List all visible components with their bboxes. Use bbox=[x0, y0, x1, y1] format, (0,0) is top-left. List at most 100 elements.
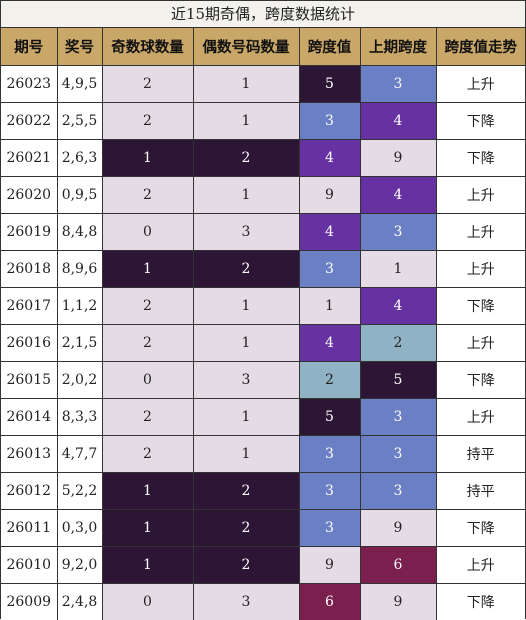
odd-count-cell: 1 bbox=[101, 138, 194, 177]
odd-count-cell: 2 bbox=[101, 286, 194, 325]
table-row: 26016 2,1,5 2 1 4 2 上升 bbox=[1, 323, 525, 362]
period-cell: 26020 bbox=[1, 175, 58, 214]
numbers-cell: 2,6,3 bbox=[56, 138, 103, 177]
table-row: 26023 4,9,5 2 1 5 3 上升 bbox=[1, 64, 525, 103]
numbers-cell: 4,9,5 bbox=[56, 64, 103, 103]
prev-span-cell: 6 bbox=[359, 545, 437, 584]
trend-cell: 下降 bbox=[435, 360, 525, 399]
span-cell: 3 bbox=[298, 249, 361, 288]
odd-count-cell: 2 bbox=[101, 323, 194, 362]
numbers-cell: 2,5,5 bbox=[56, 101, 103, 140]
trend-cell: 上升 bbox=[435, 175, 525, 214]
numbers-cell: 2,4,8 bbox=[56, 582, 103, 620]
trend-cell: 下降 bbox=[435, 101, 525, 140]
trend-cell: 上升 bbox=[435, 212, 525, 251]
even-count-cell: 2 bbox=[192, 471, 300, 510]
even-count-cell: 1 bbox=[192, 286, 300, 325]
prev-span-cell: 9 bbox=[359, 508, 437, 547]
header-prev-span: 上期跨度 bbox=[359, 28, 437, 66]
odd-count-cell: 1 bbox=[101, 508, 194, 547]
stats-table: 期号 奖号 奇数球数量 偶数号码数量 跨度值 上期跨度 跨度值走势 26023 4… bbox=[1, 28, 525, 620]
period-cell: 26023 bbox=[1, 64, 58, 103]
table-row: 26021 2,6,3 1 2 4 9 下降 bbox=[1, 138, 525, 177]
header-period: 期号 bbox=[1, 28, 58, 66]
period-cell: 26009 bbox=[1, 582, 58, 620]
period-cell: 26017 bbox=[1, 286, 58, 325]
header-even-count: 偶数号码数量 bbox=[192, 28, 300, 66]
header-span-trend: 跨度值走势 bbox=[435, 28, 525, 66]
period-cell: 26018 bbox=[1, 249, 58, 288]
numbers-cell: 4,7,7 bbox=[56, 434, 103, 473]
prev-span-cell: 4 bbox=[359, 175, 437, 214]
trend-cell: 上升 bbox=[435, 64, 525, 103]
odd-count-cell: 2 bbox=[101, 175, 194, 214]
period-cell: 26015 bbox=[1, 360, 58, 399]
numbers-cell: 0,3,0 bbox=[56, 508, 103, 547]
numbers-cell: 2,0,2 bbox=[56, 360, 103, 399]
even-count-cell: 3 bbox=[192, 582, 300, 620]
period-cell: 26022 bbox=[1, 101, 58, 140]
period-cell: 26012 bbox=[1, 471, 58, 510]
span-cell: 3 bbox=[298, 434, 361, 473]
odd-count-cell: 0 bbox=[101, 212, 194, 251]
table-row: 26019 8,4,8 0 3 4 3 上升 bbox=[1, 212, 525, 251]
table-row: 26022 2,5,5 2 1 3 4 下降 bbox=[1, 101, 525, 140]
prev-span-cell: 4 bbox=[359, 286, 437, 325]
even-count-cell: 1 bbox=[192, 323, 300, 362]
span-cell: 2 bbox=[298, 360, 361, 399]
numbers-cell: 2,1,5 bbox=[56, 323, 103, 362]
table-row: 26013 4,7,7 2 1 3 3 持平 bbox=[1, 434, 525, 473]
prev-span-cell: 2 bbox=[359, 323, 437, 362]
even-count-cell: 1 bbox=[192, 434, 300, 473]
trend-cell: 下降 bbox=[435, 508, 525, 547]
prev-span-cell: 4 bbox=[359, 101, 437, 140]
period-cell: 26013 bbox=[1, 434, 58, 473]
even-count-cell: 1 bbox=[192, 397, 300, 436]
table-row: 26020 0,9,5 2 1 9 4 上升 bbox=[1, 175, 525, 214]
header-span: 跨度值 bbox=[298, 28, 361, 66]
span-cell: 9 bbox=[298, 545, 361, 584]
span-cell: 3 bbox=[298, 508, 361, 547]
trend-cell: 下降 bbox=[435, 582, 525, 620]
even-count-cell: 1 bbox=[192, 175, 300, 214]
trend-cell: 上升 bbox=[435, 249, 525, 288]
even-count-cell: 2 bbox=[192, 508, 300, 547]
trend-cell: 下降 bbox=[435, 286, 525, 325]
even-count-cell: 2 bbox=[192, 249, 300, 288]
table-row: 26014 8,3,3 2 1 5 3 上升 bbox=[1, 397, 525, 436]
trend-cell: 下降 bbox=[435, 138, 525, 177]
odd-count-cell: 2 bbox=[101, 397, 194, 436]
span-cell: 3 bbox=[298, 101, 361, 140]
table-row: 26010 9,2,0 1 2 9 6 上升 bbox=[1, 545, 525, 584]
period-cell: 26011 bbox=[1, 508, 58, 547]
numbers-cell: 8,9,6 bbox=[56, 249, 103, 288]
span-cell: 4 bbox=[298, 138, 361, 177]
even-count-cell: 3 bbox=[192, 212, 300, 251]
span-cell: 5 bbox=[298, 64, 361, 103]
trend-cell: 持平 bbox=[435, 434, 525, 473]
even-count-cell: 3 bbox=[192, 360, 300, 399]
prev-span-cell: 9 bbox=[359, 582, 437, 620]
table-body: 26023 4,9,5 2 1 5 3 上升 26022 2,5,5 2 1 3 4 下降 26021 2,6… bbox=[1, 64, 525, 620]
header-odd-count: 奇数球数量 bbox=[101, 28, 194, 66]
odd-count-cell: 1 bbox=[101, 545, 194, 584]
table-row: 26018 8,9,6 1 2 3 1 上升 bbox=[1, 249, 525, 288]
period-cell: 26016 bbox=[1, 323, 58, 362]
span-cell: 3 bbox=[298, 471, 361, 510]
numbers-cell: 8,4,8 bbox=[56, 212, 103, 251]
odd-count-cell: 2 bbox=[101, 101, 194, 140]
table-row: 26015 2,0,2 0 3 2 5 下降 bbox=[1, 360, 525, 399]
prev-span-cell: 3 bbox=[359, 212, 437, 251]
even-count-cell: 2 bbox=[192, 138, 300, 177]
odd-count-cell: 1 bbox=[101, 471, 194, 510]
even-count-cell: 1 bbox=[192, 64, 300, 103]
span-cell: 5 bbox=[298, 397, 361, 436]
even-count-cell: 1 bbox=[192, 101, 300, 140]
prev-span-cell: 3 bbox=[359, 397, 437, 436]
trend-cell: 上升 bbox=[435, 545, 525, 584]
trend-cell: 上升 bbox=[435, 397, 525, 436]
even-count-cell: 2 bbox=[192, 545, 300, 584]
table-title: 近15期奇偶，跨度数据统计 bbox=[1, 1, 525, 28]
numbers-cell: 8,3,3 bbox=[56, 397, 103, 436]
